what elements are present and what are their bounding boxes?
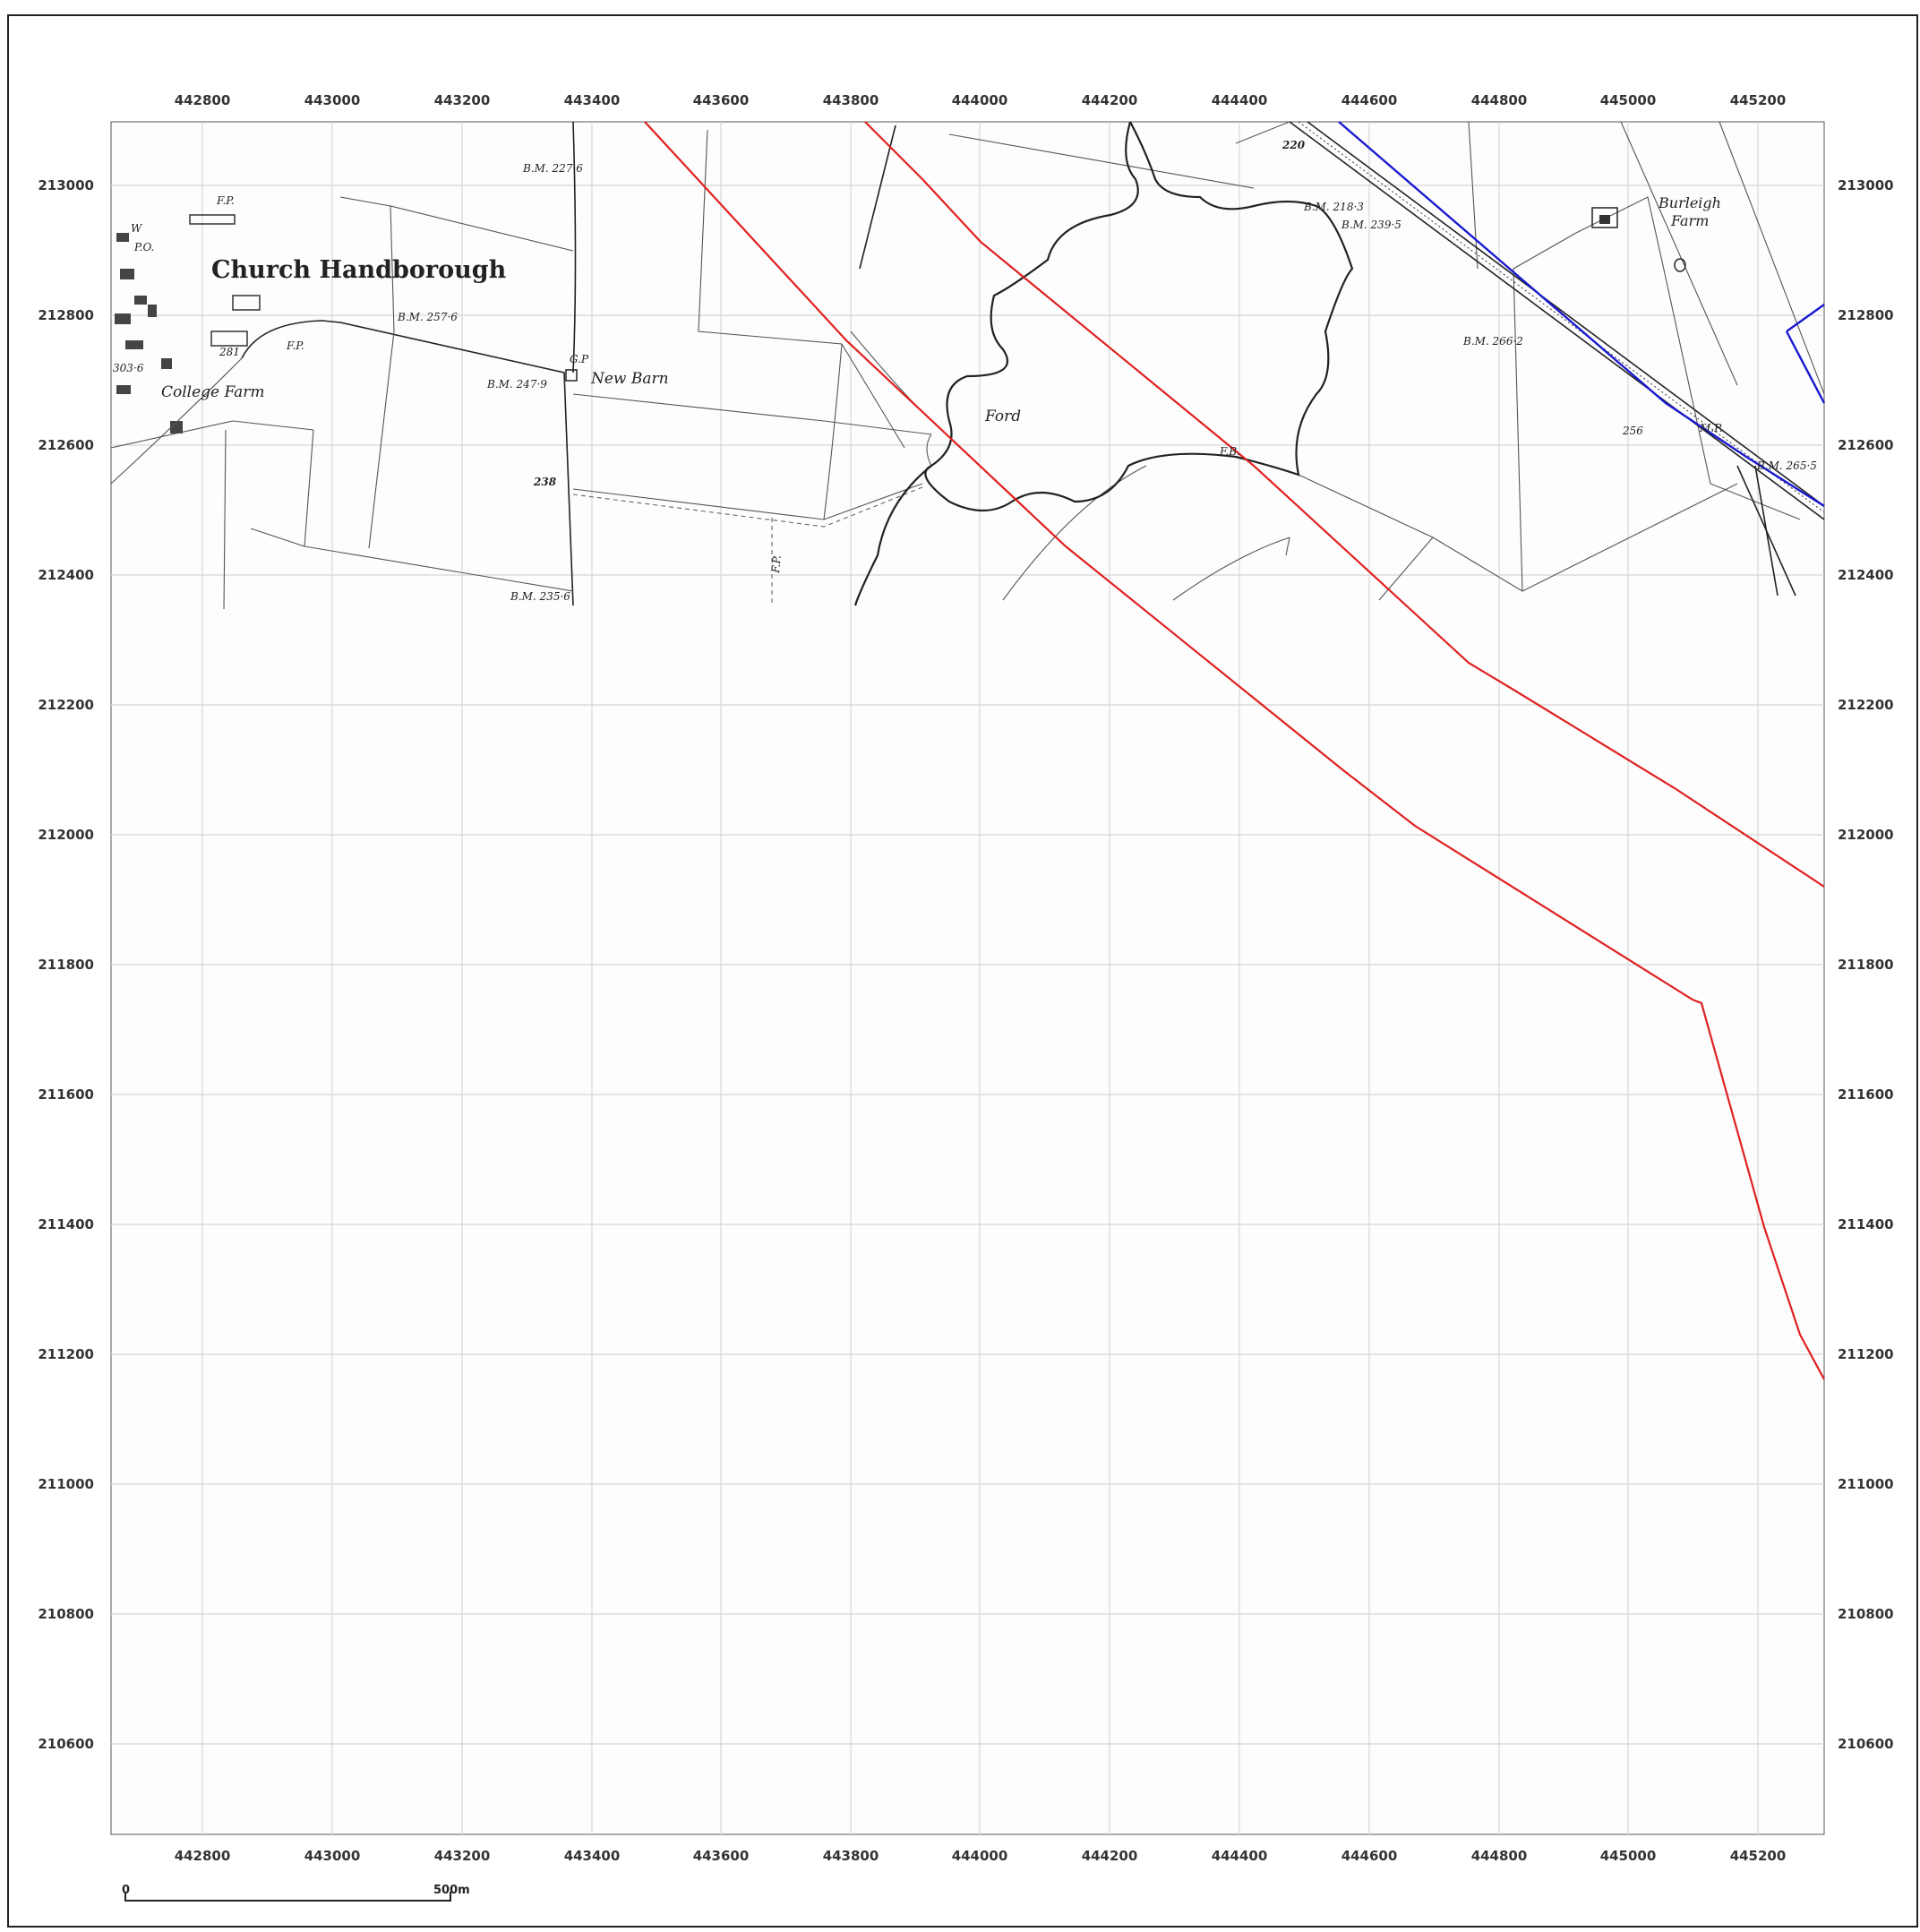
y-tick-left: 212400 <box>38 567 94 583</box>
label-mp: M.P. <box>1699 422 1723 434</box>
y-tick-left: 211400 <box>38 1216 94 1232</box>
x-tick-top: 443400 <box>564 92 621 108</box>
x-tick-top: 443800 <box>823 92 879 108</box>
y-tick-right: 212600 <box>1838 437 1894 453</box>
label-bm-2576: B.M. 257·6 <box>397 311 458 323</box>
x-tick-top: 443000 <box>304 92 361 108</box>
y-axis-right: 213000 212800 212600 212400 212200 21200… <box>1838 177 1894 1752</box>
y-tick-left: 212200 <box>38 697 94 713</box>
y-tick-left: 212800 <box>38 307 94 323</box>
x-tick-bottom: 445000 <box>1600 1848 1657 1864</box>
y-tick-left: 211600 <box>38 1086 94 1103</box>
label-burleigh: Burleigh <box>1658 194 1721 211</box>
x-tick-bottom: 443400 <box>564 1848 621 1864</box>
map-frame <box>7 14 1918 1928</box>
x-tick-bottom: 443800 <box>823 1848 879 1864</box>
label-church-handborough: Church Handborough <box>211 256 507 284</box>
y-tick-left: 210800 <box>38 1606 94 1622</box>
label-bm-2356: B.M. 235·6 <box>510 590 570 603</box>
x-tick-top: 444400 <box>1212 92 1268 108</box>
label-fp-3: F.P. <box>769 554 784 574</box>
y-axis-left: 213000 212800 212600 212400 212200 21200… <box>38 177 94 1752</box>
x-tick-top: 443600 <box>693 92 750 108</box>
y-tick-right: 212200 <box>1838 697 1894 713</box>
label-w: W <box>131 222 143 235</box>
x-tick-top: 443200 <box>434 92 491 108</box>
x-tick-top: 444200 <box>1082 92 1138 108</box>
x-tick-top: 445200 <box>1730 92 1787 108</box>
route-line-east <box>864 121 1825 888</box>
x-tick-top: 445000 <box>1600 92 1657 108</box>
label-bm-2183: B.M. 218·3 <box>1303 201 1364 213</box>
y-tick-left: 210600 <box>38 1736 94 1752</box>
label-farm: Farm <box>1670 212 1709 229</box>
label-ford: Ford <box>984 408 1021 425</box>
x-tick-bottom: 444400 <box>1212 1848 1268 1864</box>
scale-bar: 0 500m <box>122 1884 470 1902</box>
y-tick-left: 211000 <box>38 1476 94 1492</box>
x-tick-bottom: 445200 <box>1730 1848 1787 1864</box>
y-tick-right: 211200 <box>1838 1346 1894 1362</box>
x-tick-bottom: 444000 <box>952 1848 1008 1864</box>
y-tick-right: 212000 <box>1838 827 1894 843</box>
label-bm-2395: B.M. 239·5 <box>1341 219 1401 231</box>
x-tick-bottom: 443000 <box>304 1848 361 1864</box>
y-tick-left: 211800 <box>38 957 94 973</box>
label-gp: G.P <box>570 353 589 365</box>
label-fp-2: F.P. <box>286 339 304 352</box>
y-tick-right: 212800 <box>1838 307 1894 323</box>
scale-bar-end-label: 500m <box>433 1884 470 1897</box>
x-tick-bottom: 444200 <box>1082 1848 1138 1864</box>
label-bm-2479: B.M. 247·9 <box>486 378 547 391</box>
x-tick-bottom: 444600 <box>1341 1848 1398 1864</box>
label-fb: F.B. <box>1219 445 1240 458</box>
y-tick-right: 211000 <box>1838 1476 1894 1492</box>
label-281: 281 <box>219 346 240 358</box>
label-220: 220 <box>1281 139 1306 151</box>
x-tick-top: 444000 <box>952 92 1008 108</box>
label-bm-2276: B.M. 227·6 <box>522 162 583 175</box>
x-tick-top: 444800 <box>1471 92 1528 108</box>
y-tick-right: 211800 <box>1838 957 1894 973</box>
label-college-farm: College Farm <box>161 383 265 401</box>
x-tick-top: 442800 <box>175 92 231 108</box>
label-po: P.O. <box>133 241 154 253</box>
y-tick-right: 211600 <box>1838 1086 1894 1103</box>
y-tick-right: 210800 <box>1838 1606 1894 1622</box>
x-tick-top: 444600 <box>1341 92 1398 108</box>
x-tick-bottom: 442800 <box>175 1848 231 1864</box>
y-tick-right: 210600 <box>1838 1736 1894 1752</box>
x-axis-bottom: 442800 443000 443200 443400 443600 44380… <box>175 1848 1787 1864</box>
label-fp-1: F.P. <box>216 194 235 207</box>
y-tick-left: 212000 <box>38 827 94 843</box>
route-line-west <box>644 121 1825 1380</box>
unmapped-area <box>112 609 1823 1833</box>
y-tick-right: 211400 <box>1838 1216 1894 1232</box>
label-238: 238 <box>533 476 557 488</box>
historic-basemap <box>110 121 1826 610</box>
y-tick-left: 213000 <box>38 177 94 193</box>
y-tick-left: 211200 <box>38 1346 94 1362</box>
label-bm-2655: B.M. 265·5 <box>1756 459 1817 472</box>
label-new-barn: New Barn <box>590 370 669 388</box>
y-tick-right: 212400 <box>1838 567 1894 583</box>
scale-bar-start-label: 0 <box>122 1884 130 1897</box>
village-buildings <box>115 214 261 434</box>
label-256: 256 <box>1622 425 1643 437</box>
y-tick-right: 213000 <box>1838 177 1894 193</box>
label-bm-2662: B.M. 266·2 <box>1462 335 1523 348</box>
x-axis-top: 442800 443000 443200 443400 443600 44380… <box>175 92 1787 108</box>
x-tick-bottom: 443600 <box>693 1848 750 1864</box>
x-tick-bottom: 443200 <box>434 1848 491 1864</box>
x-tick-bottom: 444800 <box>1471 1848 1528 1864</box>
label-bm-3036: 303·6 <box>113 362 144 374</box>
y-tick-left: 212600 <box>38 437 94 453</box>
grid-lines-lower <box>111 609 1824 1834</box>
